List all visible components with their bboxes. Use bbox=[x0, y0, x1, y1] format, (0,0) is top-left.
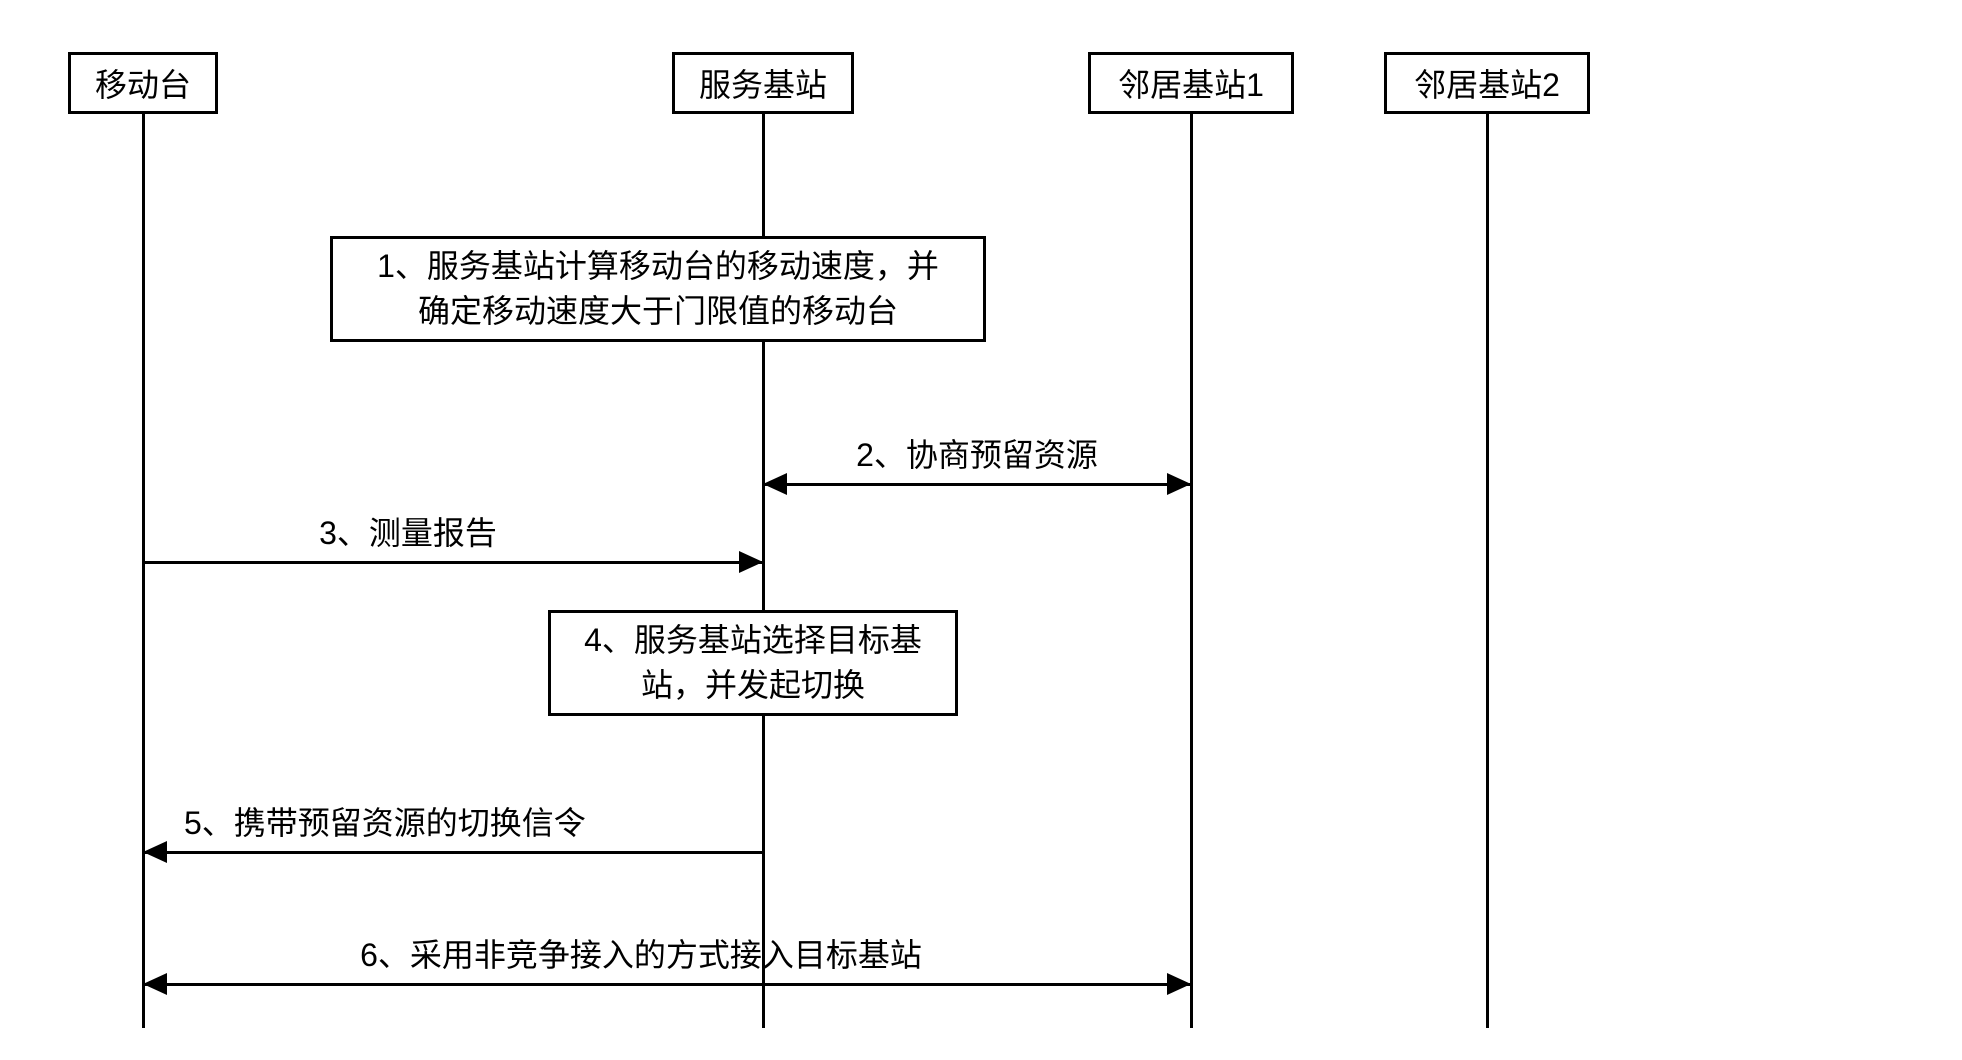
lifeline-neighbor2 bbox=[1486, 114, 1489, 1028]
note-step1-text: 1、服务基站计算移动台的移动速度，并 确定移动速度大于门限值的移动台 bbox=[377, 244, 939, 334]
participant-serving: 服务基站 bbox=[672, 52, 854, 114]
participant-mobile: 移动台 bbox=[68, 52, 218, 114]
participant-neighbor1: 邻居基站1 bbox=[1088, 52, 1294, 114]
message-2-arrow-left-icon bbox=[763, 473, 787, 495]
participant-serving-label: 服务基站 bbox=[699, 60, 827, 106]
lifeline-neighbor1 bbox=[1190, 114, 1193, 1028]
note-step4: 4、服务基站选择目标基 站，并发起切换 bbox=[548, 610, 958, 716]
note-step4-text: 4、服务基站选择目标基 站，并发起切换 bbox=[584, 618, 922, 708]
participant-neighbor2-label: 邻居基站2 bbox=[1414, 60, 1560, 106]
message-3-line bbox=[143, 561, 763, 564]
message-3-arrow-right-icon bbox=[739, 551, 763, 573]
message-6-label: 6、采用非竞争接入的方式接入目标基站 bbox=[291, 930, 991, 976]
sequence-diagram: 移动台 服务基站 邻居基站1 邻居基站2 1、服务基站计算移动台的移动速度，并 … bbox=[0, 0, 1962, 1060]
message-3-label: 3、测量报告 bbox=[258, 508, 558, 554]
note-step1: 1、服务基站计算移动台的移动速度，并 确定移动速度大于门限值的移动台 bbox=[330, 236, 986, 342]
message-6-arrow-right-icon bbox=[1167, 973, 1191, 995]
message-6-arrow-left-icon bbox=[143, 973, 167, 995]
message-5-line bbox=[143, 851, 763, 854]
message-2-label: 2、协商预留资源 bbox=[777, 430, 1177, 476]
participant-mobile-label: 移动台 bbox=[95, 60, 191, 106]
lifeline-mobile bbox=[142, 114, 145, 1028]
message-2-line bbox=[763, 483, 1191, 486]
message-5-label: 5、携带预留资源的切换信令 bbox=[184, 798, 684, 844]
message-5-arrow-left-icon bbox=[143, 841, 167, 863]
message-6-line bbox=[143, 983, 1191, 986]
participant-neighbor2: 邻居基站2 bbox=[1384, 52, 1590, 114]
participant-neighbor1-label: 邻居基站1 bbox=[1118, 60, 1264, 106]
message-2-arrow-right-icon bbox=[1167, 473, 1191, 495]
